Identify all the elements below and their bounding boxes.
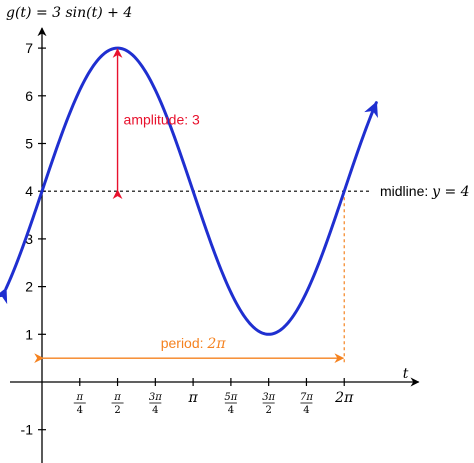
y-tick-label: 4 [25,183,33,199]
midline-label: midline: y = 4 [380,183,470,200]
period-label-prefix: period: [161,335,208,351]
y-tick-label: 6 [25,88,33,104]
midline-label-prefix: midline: [380,183,432,199]
x-tick-label-denominator: 4 [152,405,158,416]
x-tick-label-denominator: 2 [114,405,120,416]
x-tick-label-denominator: 4 [77,405,83,416]
x-tick-label-numerator: 7π [300,392,313,403]
y-tick-label: -1 [21,422,34,438]
x-ticks: π 4 π 2 3π 4 π 5π 4 3π 2 7π 4 2π [73,378,354,416]
x-tick-label-denominator: 4 [228,405,234,416]
y-tick-label: 2 [25,279,33,295]
amplitude-label: amplitude: 3 [124,112,200,128]
period-label-math: 2π [206,336,226,352]
x-tick-label-numerator: 5π [224,392,237,403]
x-axis-label: t [403,366,409,382]
period-label: period: 2π [161,335,227,352]
y-tick-label: 1 [25,326,33,342]
x-tick-label-denominator: 4 [303,405,309,416]
chart-title: g(t) = 3 sin(t) + 4 [6,5,132,21]
x-tick-label-numerator: 3π [262,392,275,403]
x-tick-label: 2π [334,390,354,406]
x-tick-label-numerator: π [75,392,83,403]
y-tick-label: 5 [25,136,33,152]
x-tick-label-denominator: 2 [265,405,271,416]
y-tick-label: 7 [25,40,33,56]
x-tick-label-numerator: 3π [149,392,162,403]
series-curve [0,46,378,336]
x-tick-label: π [188,390,199,406]
midline-label-math: y = 4 [431,184,469,200]
x-tick-label-numerator: π [113,392,121,403]
